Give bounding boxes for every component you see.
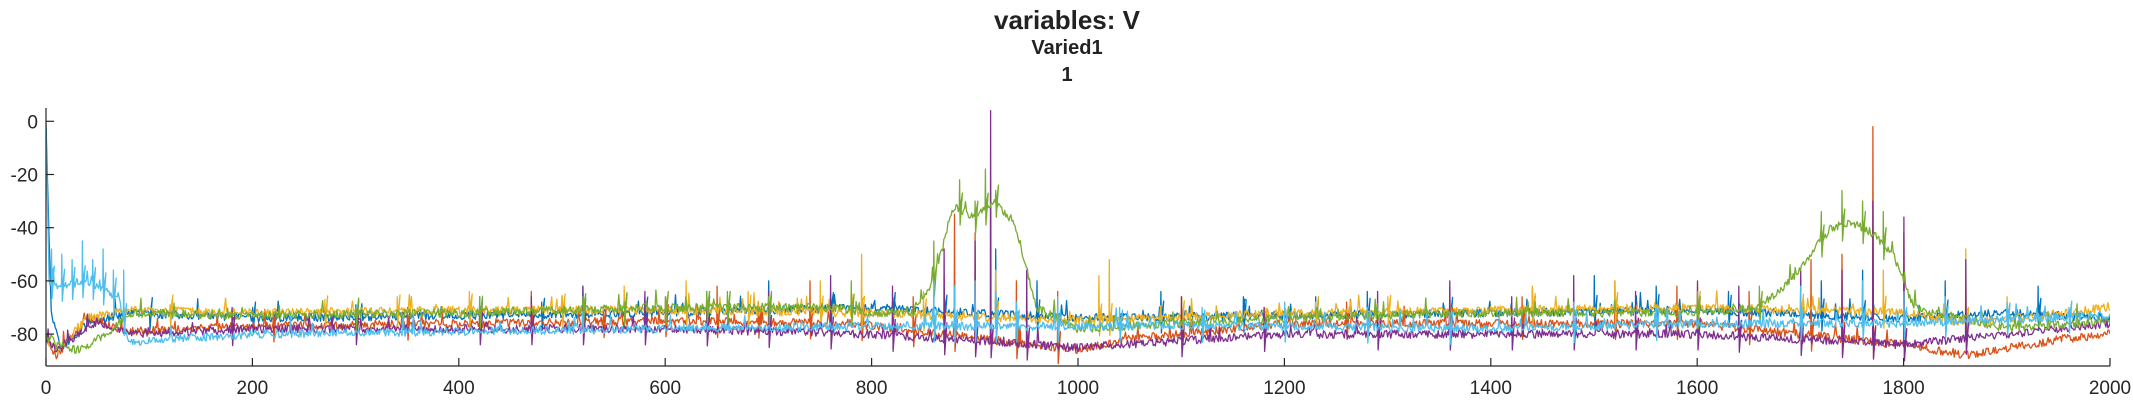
x-tick-label: 1600 (1676, 378, 1718, 399)
y-tick-label: -80 (11, 325, 38, 346)
y-tick-label: -60 (11, 272, 38, 293)
y-tick-label: -20 (11, 165, 38, 186)
series-line-4 (46, 110, 2110, 362)
x-tick-label: 1400 (1470, 378, 1512, 399)
chart-subtitle-line-1: Varied1 (1031, 37, 1102, 59)
y-tick-label: -40 (11, 219, 38, 240)
series-layer (46, 110, 2110, 365)
x-tick-label: 800 (856, 378, 888, 399)
y-tick-label: 0 (27, 112, 38, 133)
x-tick-label: 1000 (1057, 378, 1099, 399)
axes: 0 200 400 600 800 1000 1200 1400 1600 1800 2000 0 -2… (11, 108, 2131, 399)
x-tick-label: 1200 (1263, 378, 1305, 399)
x-tick-label: 1800 (1882, 378, 1924, 399)
x-tick-label: 200 (237, 378, 269, 399)
chart-subtitle-line-2: 1 (1061, 64, 1072, 86)
x-tick-label: 600 (649, 378, 681, 399)
x-tick-label: 2000 (2089, 378, 2131, 399)
series-line-6 (46, 134, 2110, 347)
series-line-5 (46, 168, 2110, 354)
series-line-1 (46, 123, 2110, 352)
chart-title: variables: V (994, 5, 1141, 35)
x-tick-label: 400 (443, 378, 475, 399)
series-line-3 (46, 248, 2110, 354)
x-tick-label: 0 (41, 378, 52, 399)
